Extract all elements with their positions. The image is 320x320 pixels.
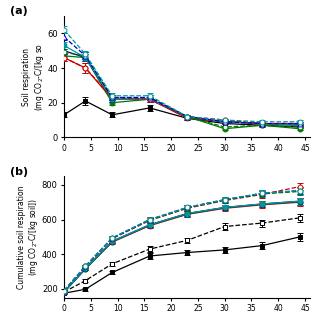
Y-axis label: Cumulative soil respiration
(mg CO$_2$-C/[kg soil]): Cumulative soil respiration (mg CO$_2$-C… — [17, 185, 41, 289]
Text: (a): (a) — [10, 6, 28, 16]
Text: (b): (b) — [10, 166, 28, 177]
Y-axis label: Soil respiration
(mg CO$_2$-C/[kg so: Soil respiration (mg CO$_2$-C/[kg so — [22, 43, 46, 111]
